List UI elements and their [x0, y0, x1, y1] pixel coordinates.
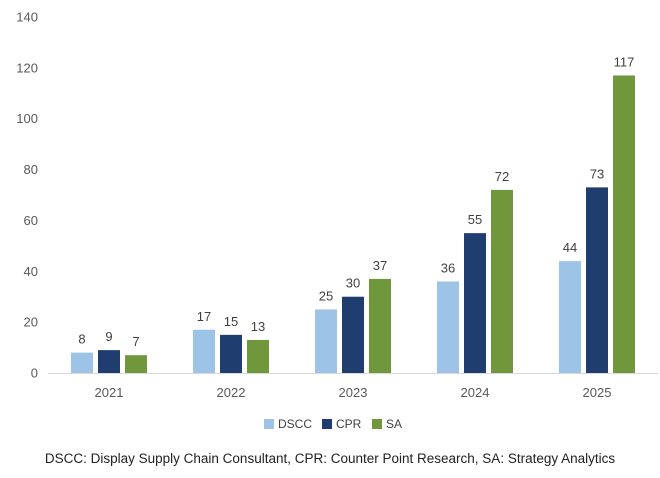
data-label-dscc-2024: 36 [441, 260, 455, 275]
data-label-cpr-2021: 9 [105, 329, 112, 344]
data-label-sa-2024: 72 [495, 169, 509, 184]
data-label-cpr-2024: 55 [468, 212, 482, 227]
bar-dscc-2021 [71, 352, 93, 373]
data-label-cpr-2025: 73 [590, 166, 604, 181]
data-label-dscc-2025: 44 [563, 240, 577, 255]
data-labels: 8 9 7 17 15 13 25 30 37 36 55 72 44 73 117 [78, 54, 634, 349]
x-tick-label-2023: 2023 [339, 385, 368, 400]
y-tick-label: 20 [24, 315, 38, 330]
bar-sa-2025 [613, 75, 635, 373]
legend-swatch-sa [372, 419, 382, 429]
data-label-cpr-2023: 30 [346, 276, 360, 291]
bar-dscc-2023 [315, 309, 337, 373]
bar-sa-2024 [491, 189, 513, 373]
data-label-sa-2023: 37 [373, 258, 387, 273]
legend-label-cpr: CPR [336, 417, 362, 431]
x-tick-label-2021: 2021 [95, 385, 124, 400]
legend-swatch-cpr [322, 419, 332, 429]
bar-sa-2022 [247, 339, 269, 373]
x-tick-label-2022: 2022 [217, 385, 246, 400]
bar-dscc-2025 [559, 261, 581, 373]
legend-swatch-dscc [264, 419, 274, 429]
bar-dscc-2024 [437, 281, 459, 373]
y-axis: 0 20 40 60 80 100 120 140 [16, 10, 38, 381]
data-label-sa-2022: 13 [251, 319, 265, 334]
x-tick-label-2024: 2024 [461, 385, 490, 400]
x-tick-label-2025: 2025 [583, 385, 612, 400]
bar-dscc-2022 [193, 329, 215, 373]
bar-cpr-2022 [220, 334, 242, 373]
data-label-dscc-2023: 25 [319, 288, 333, 303]
data-label-dscc-2022: 17 [197, 309, 211, 324]
legend: DSCC CPR SA [264, 417, 402, 431]
bar-cpr-2024 [464, 233, 486, 373]
bars [71, 75, 635, 373]
legend-label-sa: SA [386, 417, 402, 431]
data-label-sa-2025: 117 [614, 54, 635, 69]
bar-cpr-2023 [342, 296, 364, 373]
y-tick-label: 100 [16, 111, 38, 126]
y-tick-label: 120 [16, 60, 38, 75]
y-tick-label: 40 [24, 264, 38, 279]
data-label-sa-2021: 7 [132, 334, 139, 349]
bar-sa-2021 [125, 355, 147, 373]
caption: DSCC: Display Supply Chain Consultant, C… [44, 451, 616, 466]
y-tick-label: 0 [31, 366, 38, 381]
bar-cpr-2025 [586, 187, 608, 373]
data-label-cpr-2022: 15 [224, 314, 238, 329]
y-tick-label: 140 [16, 10, 38, 25]
y-tick-label: 80 [24, 162, 38, 177]
y-tick-label: 60 [24, 213, 38, 228]
x-axis: 2021 2022 2023 2024 2025 [48, 373, 658, 400]
bar-sa-2023 [369, 278, 391, 373]
bar-cpr-2021 [98, 350, 120, 373]
legend-label-dscc: DSCC [278, 417, 312, 431]
data-label-dscc-2021: 8 [78, 332, 85, 347]
